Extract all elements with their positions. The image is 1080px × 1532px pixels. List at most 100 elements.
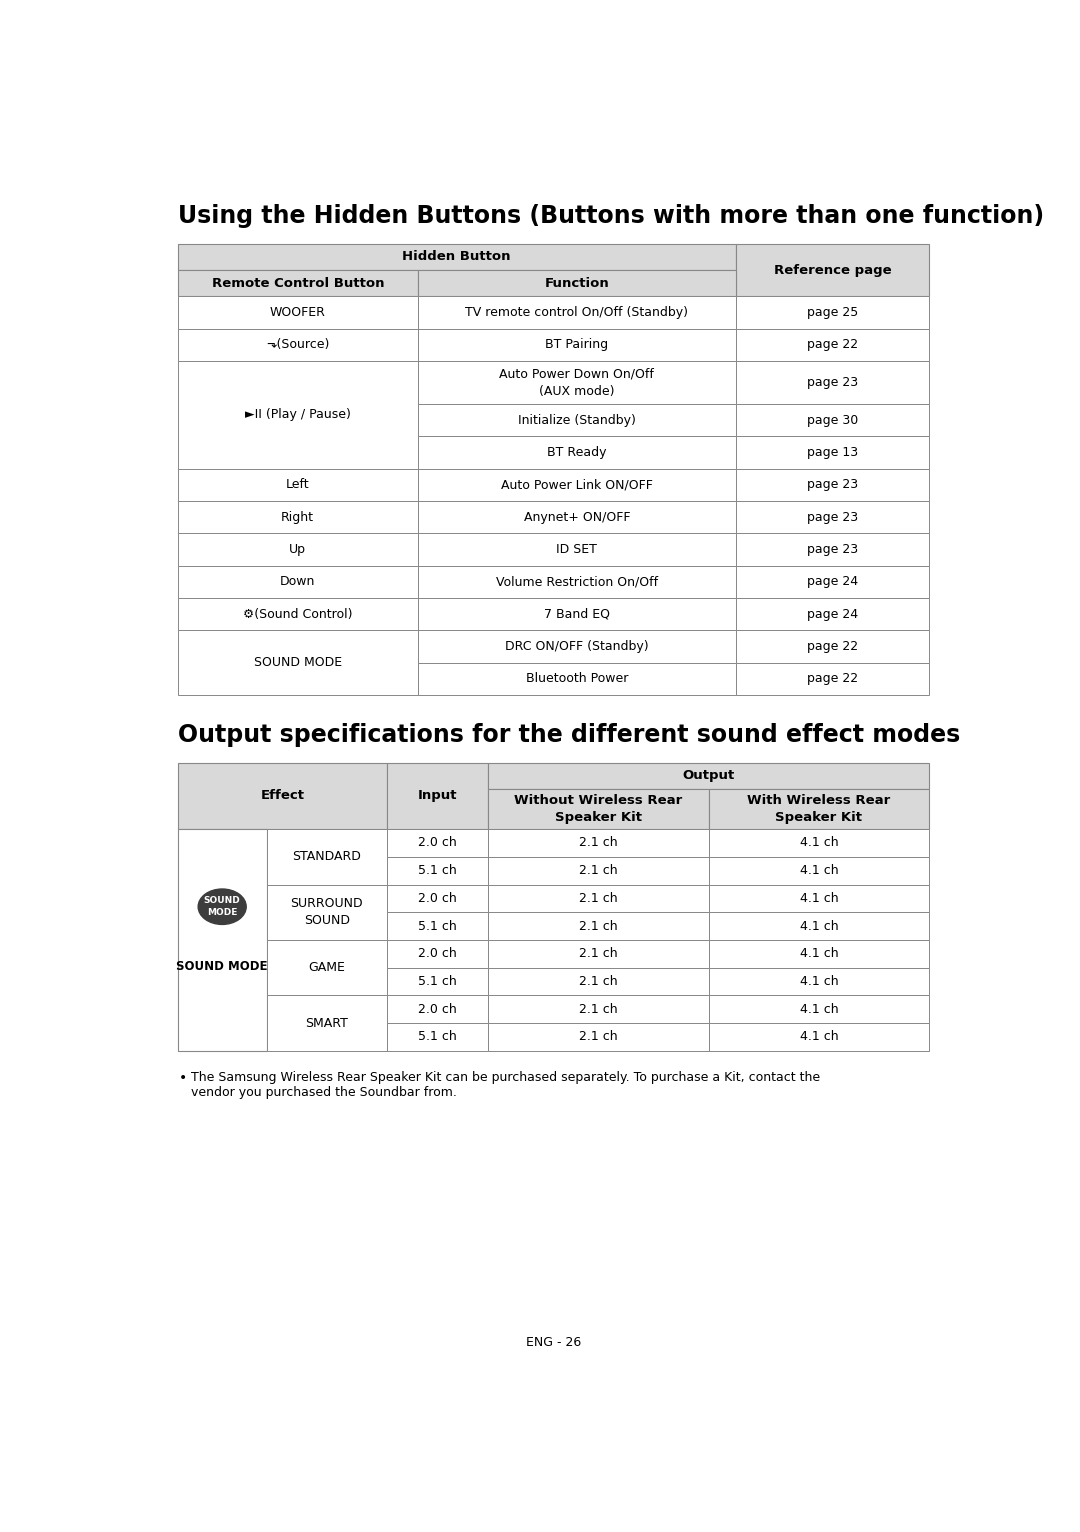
Bar xyxy=(418,437,735,469)
Text: page 22: page 22 xyxy=(807,339,859,351)
Text: Output specifications for the different sound effect modes: Output specifications for the different … xyxy=(177,723,960,748)
Text: 5.1 ch: 5.1 ch xyxy=(418,919,457,933)
Bar xyxy=(488,996,708,1023)
Text: BT Pairing: BT Pairing xyxy=(545,339,608,351)
Bar xyxy=(708,1023,930,1051)
Bar xyxy=(488,829,708,856)
Bar xyxy=(418,565,735,597)
Bar xyxy=(708,829,930,856)
Text: page 22: page 22 xyxy=(807,673,859,685)
Bar xyxy=(735,501,930,533)
Text: STANDARD: STANDARD xyxy=(293,850,361,864)
Bar xyxy=(418,631,735,663)
Text: Hidden Button: Hidden Button xyxy=(403,251,511,264)
Text: page 13: page 13 xyxy=(807,446,859,460)
Bar xyxy=(708,912,930,941)
Text: 4.1 ch: 4.1 ch xyxy=(799,1003,838,1016)
Text: page 30: page 30 xyxy=(807,414,859,427)
Bar xyxy=(177,565,418,597)
Bar xyxy=(735,244,930,296)
Text: GAME: GAME xyxy=(309,961,346,974)
Bar xyxy=(708,941,930,968)
Text: Auto Power Link ON/OFF: Auto Power Link ON/OFF xyxy=(501,478,652,492)
Bar xyxy=(387,763,488,829)
Text: 4.1 ch: 4.1 ch xyxy=(799,836,838,849)
Bar xyxy=(267,884,387,941)
Text: Left: Left xyxy=(286,478,310,492)
Text: ID SET: ID SET xyxy=(556,542,597,556)
Text: 2.0 ch: 2.0 ch xyxy=(418,892,457,905)
Text: ⬎(Source): ⬎(Source) xyxy=(266,339,329,351)
Bar xyxy=(177,469,418,501)
Text: Initialize (Standby): Initialize (Standby) xyxy=(517,414,636,427)
Bar xyxy=(387,941,488,968)
Bar xyxy=(735,362,930,404)
Text: SMART: SMART xyxy=(306,1017,348,1030)
Bar xyxy=(387,856,488,884)
Text: 4.1 ch: 4.1 ch xyxy=(799,974,838,988)
Text: 2.1 ch: 2.1 ch xyxy=(579,864,618,878)
Bar xyxy=(488,941,708,968)
Text: 7 Band EQ: 7 Band EQ xyxy=(543,608,610,620)
Bar xyxy=(735,437,930,469)
Text: SOUND
MODE: SOUND MODE xyxy=(204,896,241,918)
Bar xyxy=(488,789,708,829)
Text: Anynet+ ON/OFF: Anynet+ ON/OFF xyxy=(524,510,630,524)
Text: vendor you purchased the Soundbar from.: vendor you purchased the Soundbar from. xyxy=(191,1086,457,1098)
Bar xyxy=(177,362,418,469)
Text: BT Ready: BT Ready xyxy=(546,446,607,460)
Text: TV remote control On/Off (Standby): TV remote control On/Off (Standby) xyxy=(465,306,688,319)
Bar xyxy=(708,996,930,1023)
Bar xyxy=(177,631,418,696)
Text: 2.1 ch: 2.1 ch xyxy=(579,947,618,961)
Bar xyxy=(177,533,418,565)
Bar xyxy=(267,829,387,884)
Text: With Wireless Rear
Speaker Kit: With Wireless Rear Speaker Kit xyxy=(747,794,891,824)
Text: 2.1 ch: 2.1 ch xyxy=(579,1031,618,1043)
Bar xyxy=(177,597,418,631)
Text: Down: Down xyxy=(280,576,315,588)
Text: page 24: page 24 xyxy=(807,608,859,620)
Text: page 25: page 25 xyxy=(807,306,859,319)
Bar xyxy=(177,244,735,270)
Text: page 23: page 23 xyxy=(807,375,859,389)
Bar xyxy=(488,1023,708,1051)
Bar xyxy=(418,663,735,696)
Bar xyxy=(708,968,930,996)
Bar xyxy=(735,663,930,696)
Bar xyxy=(488,968,708,996)
Text: 4.1 ch: 4.1 ch xyxy=(799,1031,838,1043)
Text: 4.1 ch: 4.1 ch xyxy=(799,892,838,905)
Text: Without Wireless Rear
Speaker Kit: Without Wireless Rear Speaker Kit xyxy=(514,794,683,824)
Text: 5.1 ch: 5.1 ch xyxy=(418,1031,457,1043)
Bar xyxy=(708,884,930,912)
Bar xyxy=(267,996,387,1051)
Bar xyxy=(418,270,735,296)
Text: Bluetooth Power: Bluetooth Power xyxy=(526,673,627,685)
Bar xyxy=(735,296,930,328)
Text: 2.1 ch: 2.1 ch xyxy=(579,892,618,905)
Bar xyxy=(488,763,930,789)
Text: Remote Control Button: Remote Control Button xyxy=(212,277,384,290)
Bar xyxy=(418,501,735,533)
Text: Right: Right xyxy=(281,510,314,524)
Text: Reference page: Reference page xyxy=(773,264,891,277)
Text: SOUND MODE: SOUND MODE xyxy=(254,656,341,669)
Text: 2.1 ch: 2.1 ch xyxy=(579,919,618,933)
Text: Function: Function xyxy=(544,277,609,290)
Bar xyxy=(735,597,930,631)
Text: The Samsung Wireless Rear Speaker Kit can be purchased separately. To purchase a: The Samsung Wireless Rear Speaker Kit ca… xyxy=(191,1071,820,1083)
Text: Auto Power Down On/Off
(AUX mode): Auto Power Down On/Off (AUX mode) xyxy=(499,368,654,397)
Bar xyxy=(488,856,708,884)
Text: page 23: page 23 xyxy=(807,542,859,556)
Bar xyxy=(735,565,930,597)
Text: Output: Output xyxy=(683,769,734,783)
Bar xyxy=(418,404,735,437)
Text: 2.1 ch: 2.1 ch xyxy=(579,836,618,849)
Bar xyxy=(177,829,267,1051)
Bar xyxy=(418,296,735,328)
Bar xyxy=(387,912,488,941)
Bar xyxy=(488,912,708,941)
Text: 2.0 ch: 2.0 ch xyxy=(418,1003,457,1016)
Text: ENG - 26: ENG - 26 xyxy=(526,1336,581,1350)
